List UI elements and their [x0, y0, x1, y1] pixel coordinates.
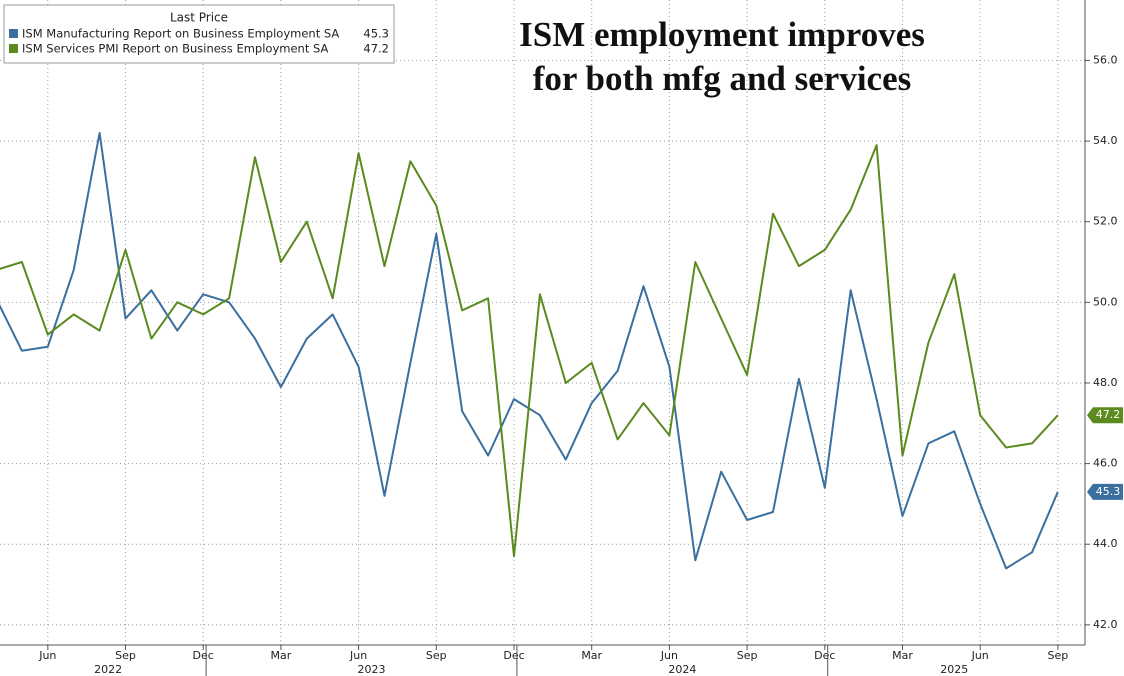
chart-title: for both mfg and services	[533, 59, 912, 98]
x-tick-label: Dec	[503, 649, 524, 662]
x-tick-label: Sep	[737, 649, 758, 662]
year-label: 2022	[94, 663, 122, 676]
x-tick-label: Dec	[193, 649, 214, 662]
value-tag-label: 45.3	[1096, 485, 1121, 498]
chart-title: ISM employment improves	[519, 15, 925, 54]
y-tick-label: 54.0	[1093, 134, 1118, 147]
series-line	[0, 132, 1059, 570]
x-tick-label: Sep	[1048, 649, 1069, 662]
legend-label: ISM Services PMI Report on Business Empl…	[22, 42, 328, 56]
grid	[0, 0, 1085, 645]
year-label: 2023	[358, 663, 386, 676]
y-tick-label: 48.0	[1093, 376, 1118, 389]
year-label: 2024	[668, 663, 696, 676]
series-line	[0, 144, 1059, 558]
x-tick-label: Mar	[581, 649, 602, 662]
plot-area	[0, 132, 1059, 570]
legend: Last Price	[3, 4, 395, 64]
x-tick-label: Mar	[892, 649, 913, 662]
legend-value: 47.2	[363, 42, 389, 56]
legend-box	[3, 4, 395, 64]
value-tag-label: 47.2	[1096, 408, 1121, 421]
y-tick-label: 44.0	[1093, 537, 1118, 550]
value-tag	[1087, 483, 1123, 500]
y-tick-label: 42.0	[1093, 618, 1118, 631]
y-tick-label: 56.0	[1093, 53, 1118, 66]
value-tag	[1087, 407, 1123, 424]
y-tick-label: 46.0	[1093, 457, 1118, 470]
legend-title: Last Price	[170, 11, 228, 25]
legend-swatch	[9, 44, 18, 53]
y-tick-label: 50.0	[1093, 295, 1118, 308]
x-tick-label: Jun	[660, 649, 678, 662]
x-tick-label: Mar	[271, 649, 292, 662]
y-tick-label: 52.0	[1093, 215, 1118, 228]
x-tick-label: Jun	[971, 649, 989, 662]
x-tick-label: Sep	[426, 649, 447, 662]
x-tick-label: Dec	[814, 649, 835, 662]
x-tick-label: Jun	[38, 649, 56, 662]
year-label: 2025	[940, 663, 968, 676]
legend-swatch	[9, 29, 18, 38]
x-tick-label: Sep	[115, 649, 136, 662]
legend-label: ISM Manufacturing Report on Business Emp…	[22, 27, 339, 41]
x-tick-label: Jun	[349, 649, 367, 662]
legend-value: 45.3	[363, 27, 389, 41]
